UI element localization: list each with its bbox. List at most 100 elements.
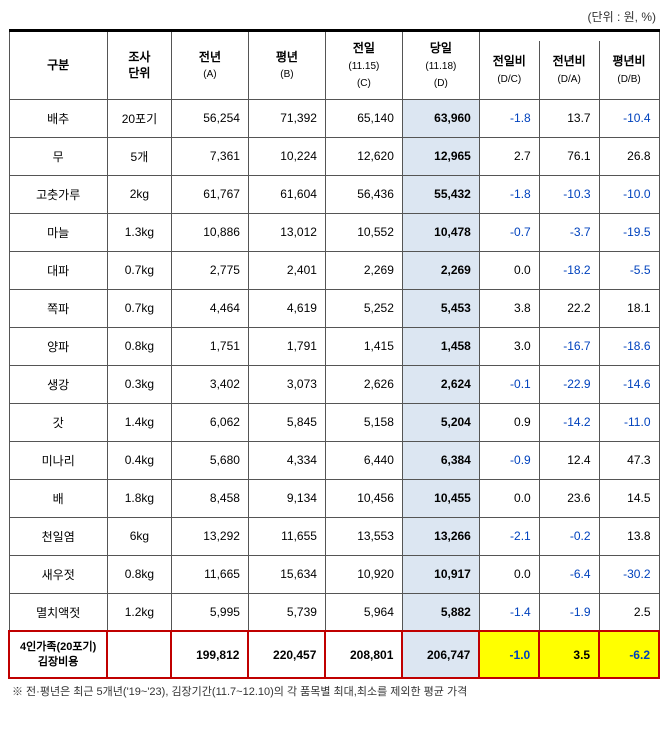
cell-c: 65,140 [325,99,402,137]
cell-db: -30.2 [599,555,659,593]
cell-unit: 1.3kg [107,213,171,251]
cell-b: 71,392 [248,99,325,137]
cell-da: 13.7 [539,99,599,137]
cell-a: 56,254 [171,99,248,137]
footnote: ※ 전·평년은 최근 5개년('19~'23), 김장기간(11.7~12.10… [8,683,660,699]
table-row: 쪽파0.7kg4,4644,6195,2525,4533.822.218.1 [9,289,659,327]
cell-dc: -1.4 [479,593,539,631]
cell-unit: 5개 [107,137,171,175]
table-row: 배1.8kg8,4589,13410,45610,4550.023.614.5 [9,479,659,517]
cell-db: -18.6 [599,327,659,365]
cell-name: 배추 [9,99,107,137]
cell-dc: 0.0 [479,251,539,289]
cell-db: 18.1 [599,289,659,327]
cell-c: 10,552 [325,213,402,251]
cell-d: 13,266 [402,517,479,555]
cell-d: 1,458 [402,327,479,365]
cell-c: 6,440 [325,441,402,479]
cell-a: 3,402 [171,365,248,403]
cell-d: 5,453 [402,289,479,327]
header-da: 전년비(D/A) [539,41,599,100]
header-a: 전년(A) [171,31,248,100]
table-row: 천일염6kg13,29211,65513,55313,266-2.1-0.213… [9,517,659,555]
cell-a: 5,680 [171,441,248,479]
cell-a: 8,458 [171,479,248,517]
table-row: 대파0.7kg2,7752,4012,2692,2690.0-18.2-5.5 [9,251,659,289]
cell-da: -18.2 [539,251,599,289]
cell-d: 5,882 [402,593,479,631]
cell-unit: 0.7kg [107,289,171,327]
cell-a: 13,292 [171,517,248,555]
table-row: 고춧가루2kg61,76761,60456,43655,432-1.8-10.3… [9,175,659,213]
cell-b: 5,845 [248,403,325,441]
table-row: 생강0.3kg3,4023,0732,6262,624-0.1-22.9-14.… [9,365,659,403]
total-d: 206,747 [402,631,479,678]
cell-d: 5,204 [402,403,479,441]
cell-name: 쪽파 [9,289,107,327]
table-header: 구분 조사단위 전년(A) 평년(B) 전일(11.15)(C) 당일(11.1… [9,31,659,100]
cell-unit: 0.3kg [107,365,171,403]
cell-db: -19.5 [599,213,659,251]
cell-a: 5,995 [171,593,248,631]
cell-b: 1,791 [248,327,325,365]
total-db: -6.2 [599,631,659,678]
cell-c: 12,620 [325,137,402,175]
cell-dc: 2.7 [479,137,539,175]
cell-name: 대파 [9,251,107,289]
cell-b: 5,739 [248,593,325,631]
cell-db: 13.8 [599,517,659,555]
total-dc: -1.0 [479,631,539,678]
cell-name: 멸치액젓 [9,593,107,631]
cell-dc: 3.8 [479,289,539,327]
cell-da: 12.4 [539,441,599,479]
cell-db: -14.6 [599,365,659,403]
total-row: 4인가족(20포기)김장비용 199,812220,457208,801206,7… [9,631,659,678]
table-row: 양파0.8kg1,7511,7911,4151,4583.0-16.7-18.6 [9,327,659,365]
cell-unit: 2kg [107,175,171,213]
total-c: 208,801 [325,631,402,678]
cell-c: 56,436 [325,175,402,213]
table-row: 멸치액젓1.2kg5,9955,7395,9645,882-1.4-1.92.5 [9,593,659,631]
cell-da: -0.2 [539,517,599,555]
total-b: 220,457 [248,631,325,678]
cell-a: 2,775 [171,251,248,289]
cell-c: 10,456 [325,479,402,517]
cell-da: 76.1 [539,137,599,175]
cell-d: 10,917 [402,555,479,593]
cell-c: 13,553 [325,517,402,555]
cell-c: 5,252 [325,289,402,327]
header-c: 전일(11.15)(C) [325,31,402,100]
cell-name: 배 [9,479,107,517]
cell-a: 61,767 [171,175,248,213]
header-unit: 조사단위 [107,31,171,100]
cell-name: 생강 [9,365,107,403]
cell-b: 61,604 [248,175,325,213]
cell-unit: 0.4kg [107,441,171,479]
header-b: 평년(B) [248,31,325,100]
cell-da: -14.2 [539,403,599,441]
cell-unit: 0.7kg [107,251,171,289]
total-label: 4인가족(20포기)김장비용 [9,631,107,678]
cell-unit: 1.2kg [107,593,171,631]
cell-da: -22.9 [539,365,599,403]
cell-b: 3,073 [248,365,325,403]
cell-da: -16.7 [539,327,599,365]
cell-dc: 3.0 [479,327,539,365]
cell-name: 새우젓 [9,555,107,593]
total-a: 199,812 [171,631,248,678]
header-ratio-group [479,31,659,41]
cell-d: 10,478 [402,213,479,251]
cell-db: -5.5 [599,251,659,289]
cell-unit: 0.8kg [107,327,171,365]
cell-db: -10.4 [599,99,659,137]
cell-a: 11,665 [171,555,248,593]
cell-dc: 0.0 [479,479,539,517]
cell-a: 6,062 [171,403,248,441]
cell-dc: -1.8 [479,99,539,137]
cell-b: 4,619 [248,289,325,327]
header-db: 평년비(D/B) [599,41,659,100]
cell-db: -10.0 [599,175,659,213]
table-body: 배추20포기56,25471,39265,14063,960-1.813.7-1… [9,99,659,678]
cell-db: -11.0 [599,403,659,441]
cell-name: 양파 [9,327,107,365]
